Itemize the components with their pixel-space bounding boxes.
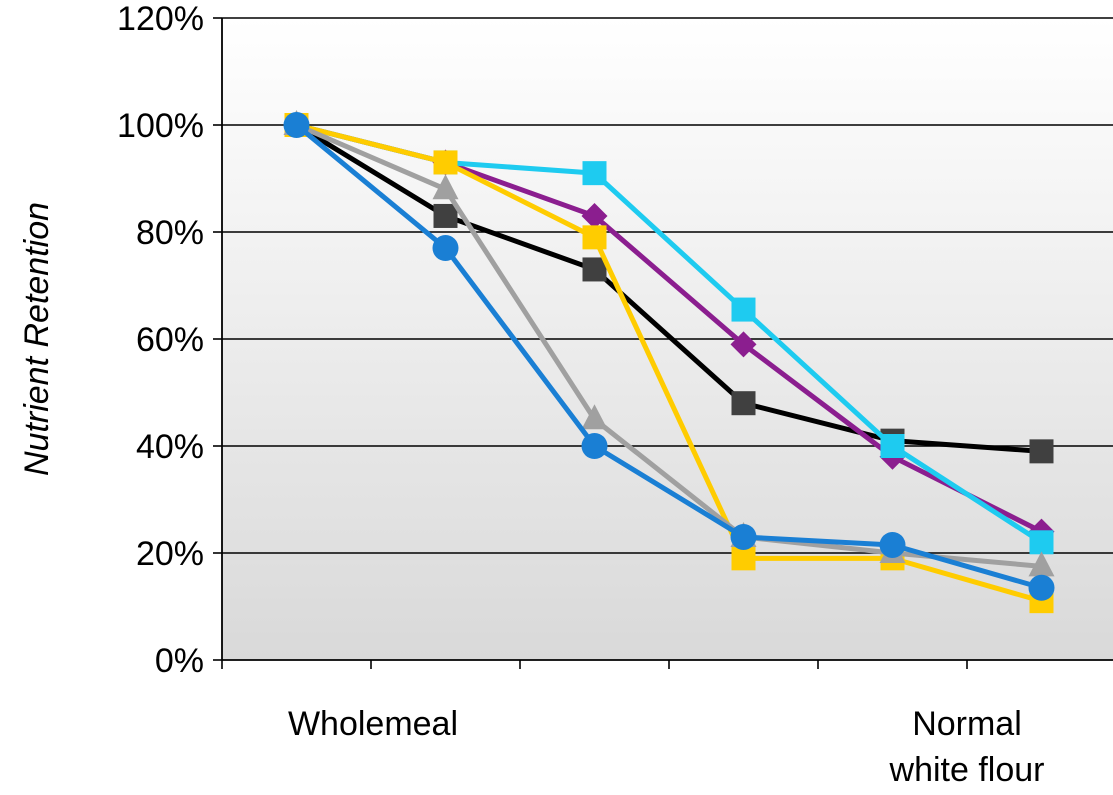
x-label-first: Wholemeal xyxy=(288,705,458,743)
data-point-square-3 xyxy=(582,161,607,186)
data-point-circle-2 xyxy=(432,235,459,262)
data-point-square-6 xyxy=(1029,439,1054,464)
data-point-square-3 xyxy=(582,225,607,250)
series-line-5 xyxy=(295,122,1042,569)
data-point-triangle-3 xyxy=(581,404,608,430)
series-line-4 xyxy=(295,122,1043,604)
y-tick-label: 60% xyxy=(136,321,204,359)
axes: 0% 20% 40% 60% 80% 100% 120% xyxy=(117,0,1113,680)
y-tick-label: 20% xyxy=(136,535,204,573)
x-label-last-line1: Normal xyxy=(912,705,1022,743)
series-line-6 xyxy=(294,123,1043,591)
y-tick-label: 120% xyxy=(117,0,204,38)
y-tick-label: 80% xyxy=(136,214,204,252)
series-6 xyxy=(283,112,1055,601)
series-group xyxy=(283,110,1055,614)
data-point-circle-3 xyxy=(581,433,608,459)
data-point-square-4 xyxy=(731,297,756,322)
data-point-triangle-2 xyxy=(432,174,459,200)
data-point-square-2 xyxy=(433,150,458,175)
data-point-square-6 xyxy=(1029,530,1054,555)
data-point-circle-6 xyxy=(1028,574,1055,601)
data-point-square-3 xyxy=(582,257,607,282)
gridlines xyxy=(222,17,1113,554)
data-point-diamond-3 xyxy=(581,202,608,229)
data-point-diamond-4 xyxy=(730,331,757,358)
data-point-circle-1 xyxy=(283,112,310,138)
data-point-circle-4 xyxy=(730,523,757,550)
data-point-square-2 xyxy=(433,203,458,228)
y-tick-label: 0% xyxy=(155,642,204,680)
data-point-square-5 xyxy=(880,434,905,458)
data-point-circle-5 xyxy=(879,531,906,558)
data-point-square-4 xyxy=(731,546,756,571)
y-tick-label: 100% xyxy=(117,107,204,145)
series-line-1 xyxy=(295,122,1042,454)
data-point-square-4 xyxy=(731,391,756,416)
data-point-triangle-6 xyxy=(1028,551,1055,577)
y-tick-label: 40% xyxy=(136,428,204,466)
y-axis-label: Nutrient Retention xyxy=(18,202,56,476)
x-label-last-line2: white flour xyxy=(889,751,1045,789)
